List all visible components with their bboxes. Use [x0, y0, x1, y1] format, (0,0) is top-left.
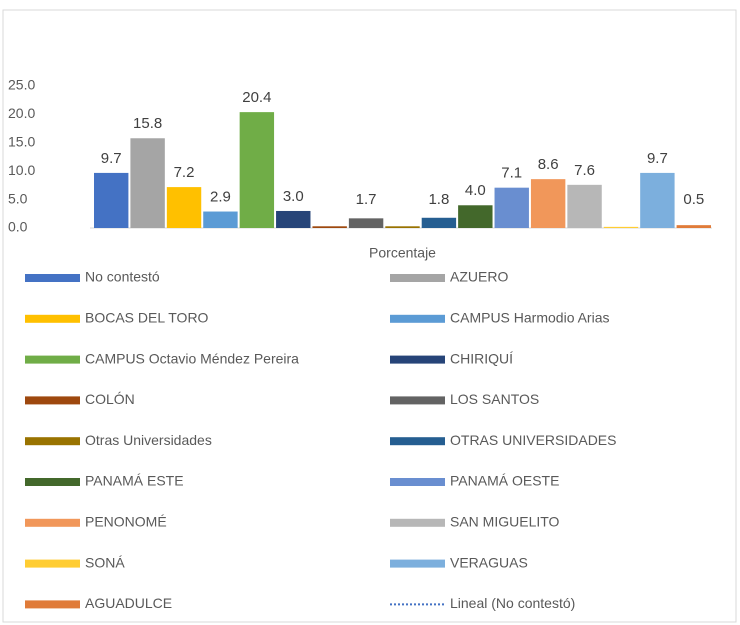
data-label: 3.0 [283, 188, 304, 205]
bar [385, 226, 420, 228]
legend-swatch [25, 559, 80, 568]
bar [458, 205, 493, 228]
legend-swatch [25, 274, 80, 282]
legend-label: BOCAS DEL TORO [85, 310, 209, 326]
bar [676, 225, 711, 228]
legend-label: PENONOMÉ [85, 514, 167, 530]
legend-swatch [390, 355, 445, 364]
bar [239, 112, 275, 228]
y-tick-label: 25.0 [8, 77, 35, 93]
legend-swatch [25, 600, 80, 609]
y-tick-label: 20.0 [8, 105, 35, 121]
x-tick-label: Porcentaje [369, 245, 436, 261]
legend-swatch [390, 396, 445, 405]
legend-swatch [25, 518, 80, 527]
legend-swatch [390, 314, 445, 323]
legend-label: CAMPUS Harmodio Arias [450, 310, 610, 326]
data-label: 7.2 [174, 164, 195, 181]
bar [166, 187, 202, 228]
y-tick-label: 5.0 [8, 190, 28, 206]
data-label: 8.6 [538, 156, 559, 173]
legend-swatch [25, 314, 80, 323]
legend-label: VERAGUAS [450, 554, 528, 570]
bar [567, 184, 602, 228]
bar [494, 187, 529, 228]
legend-label: Otras Universidades [85, 432, 212, 448]
data-label: 1.8 [428, 191, 449, 208]
data-label: 9.7 [647, 150, 668, 167]
legend-label: No contestó [85, 269, 160, 285]
data-label: 4.0 [465, 182, 486, 199]
chart-frame [2, 9, 737, 623]
legend-swatch [25, 478, 80, 486]
legend-swatch [25, 437, 80, 446]
legend-swatch [390, 559, 445, 568]
legend-label: SAN MIGUELITO [450, 514, 560, 530]
bar [276, 210, 311, 228]
data-label: 15.8 [133, 115, 162, 132]
data-label: 9.7 [101, 150, 122, 167]
bar [421, 217, 457, 228]
data-label: 0.5 [683, 191, 704, 208]
bar [312, 226, 347, 228]
data-label: 20.4 [242, 89, 271, 106]
bar [130, 138, 165, 228]
legend-swatch [390, 518, 445, 527]
legend-label: PANAMÁ ESTE [85, 473, 184, 489]
data-label: 2.9 [210, 188, 231, 205]
y-tick-label: 10.0 [8, 162, 35, 178]
y-tick-label: 15.0 [8, 134, 35, 150]
legend-label: AGUADULCE [85, 595, 172, 611]
legend-swatch [25, 396, 80, 405]
legend-swatch [25, 355, 80, 364]
legend-swatch [390, 274, 445, 282]
data-label: 7.1 [501, 165, 522, 182]
legend-label: PANAMÁ OESTE [450, 473, 559, 489]
bar [640, 172, 675, 228]
y-tick-label: 0.0 [8, 219, 28, 235]
bar [203, 211, 238, 228]
legend-label: AZUERO [450, 269, 508, 285]
legend-swatch [390, 437, 445, 446]
bar [94, 172, 129, 228]
bar [348, 218, 384, 228]
legend-swatch [390, 478, 445, 486]
data-label: 7.6 [574, 162, 595, 179]
legend-label: COLÓN [85, 391, 135, 407]
bar [603, 226, 639, 228]
legend-label: CAMPUS Octavio Méndez Pereira [85, 350, 299, 366]
legend-label: CHIRIQUÍ [450, 350, 513, 366]
legend-label: Lineal (No contestó) [450, 595, 575, 611]
data-label: 1.7 [356, 191, 377, 208]
bar [530, 179, 566, 228]
legend-label: OTRAS UNIVERSIDADES [450, 432, 616, 448]
legend-label: SONÁ [85, 554, 125, 570]
legend-label: LOS SANTOS [450, 391, 539, 407]
